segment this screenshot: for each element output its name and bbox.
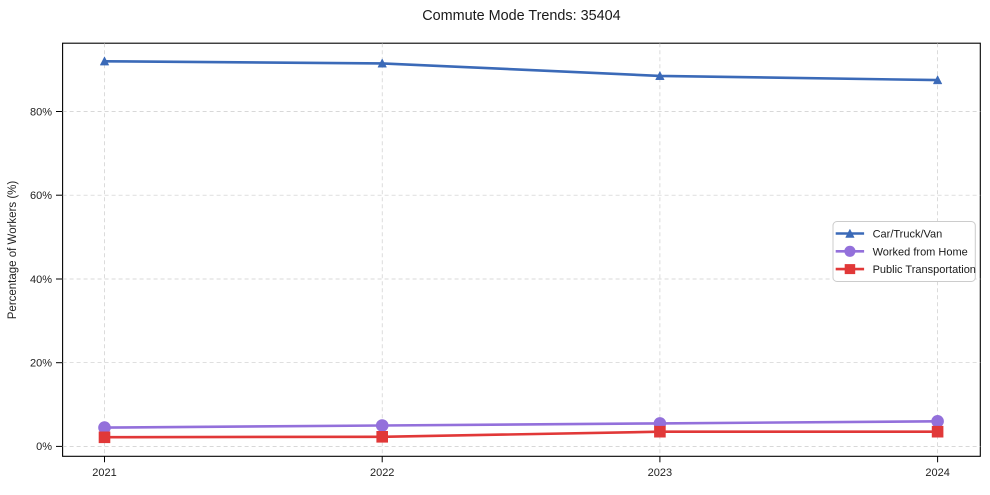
svg-text:2023: 2023 — [648, 467, 672, 479]
svg-text:0%: 0% — [36, 441, 52, 453]
svg-text:2021: 2021 — [92, 467, 116, 479]
svg-text:60%: 60% — [30, 190, 52, 202]
svg-text:Car/Truck/Van: Car/Truck/Van — [873, 229, 943, 241]
svg-text:80%: 80% — [30, 106, 52, 118]
svg-text:Public Transportation: Public Transportation — [873, 264, 976, 276]
svg-text:40%: 40% — [30, 274, 52, 286]
svg-text:Worked from Home: Worked from Home — [873, 246, 968, 258]
svg-text:2022: 2022 — [370, 467, 394, 479]
svg-text:20%: 20% — [30, 358, 52, 370]
svg-text:2024: 2024 — [925, 467, 949, 479]
